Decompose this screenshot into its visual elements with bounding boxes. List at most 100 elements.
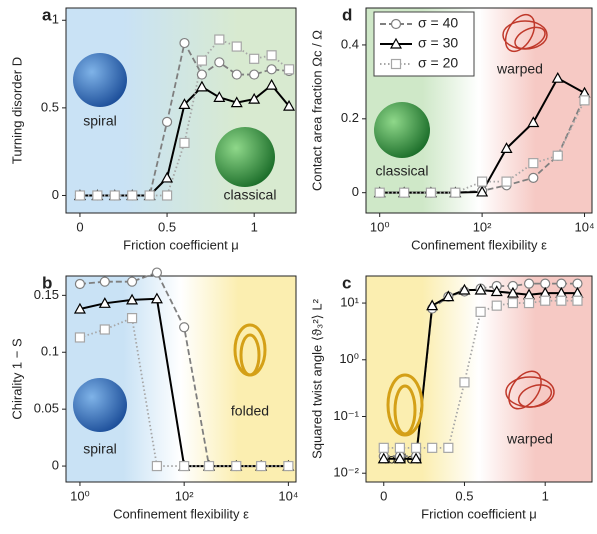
marker [284,462,293,471]
legend-label: σ = 20 [418,55,458,71]
marker [573,279,582,288]
classical-sphere [374,102,430,158]
marker [557,296,566,305]
marker [75,279,84,288]
annotation: folded [231,403,269,419]
panel-label: b [42,273,52,292]
y-axis-label: Squared twist angle ⟨ϑ₃²⟩ L² [309,298,324,459]
marker [508,299,517,308]
marker [232,42,241,51]
marker [541,279,550,288]
y-axis-label: Contact area fraction Ωc / Ω [309,30,324,191]
marker [502,177,511,186]
annotation: classical [224,187,277,203]
marker [573,296,582,305]
figure: 0 0.5 1 0 0.5 1 Friction coefficient μ Turning … [0,0,597,529]
marker [180,462,189,471]
x-axis-label: Friction coefficient μ [421,506,537,521]
marker [100,325,109,334]
marker [93,191,102,200]
annotation: warped [496,61,543,77]
marker [215,35,224,44]
marker [100,277,109,286]
marker [110,191,119,200]
marker [478,177,487,186]
marker [75,333,84,342]
marker [444,443,453,452]
marker [205,462,214,471]
marker [412,443,421,452]
y-tick-label: 10¹ [340,294,359,309]
marker [492,301,501,310]
marker [428,443,437,452]
x-tick-label: 10⁰ [70,488,90,503]
marker [426,188,435,197]
y-axis-label: Chirality 1 − S [9,338,24,420]
marker [451,188,460,197]
y-axis-label: Turning disorder D [9,57,24,164]
legend-marker [392,60,401,69]
x-tick-label: 0.5 [455,488,473,503]
y-tick-label: 0.5 [41,99,59,114]
marker [128,191,137,200]
x-tick-label: 10⁰ [370,219,390,234]
legend-marker [392,20,401,29]
x-tick-label: 10⁴ [278,488,298,503]
annotation: spiral [83,113,116,129]
marker [267,51,276,60]
legend-label: σ = 40 [418,15,458,31]
y-tick-label: 0 [52,458,59,473]
x-axis-label: Confinement flexibility ε [113,506,249,521]
y-tick-label: 1 [52,12,59,27]
x-tick-label: 0.5 [158,219,176,234]
marker [163,117,172,126]
marker [557,279,566,288]
y-tick-label: 0.4 [341,36,359,51]
x-tick-label: 10⁴ [574,219,594,234]
y-tick-label: 0 [352,184,359,199]
plot-background [66,8,296,213]
marker [250,54,259,63]
marker [257,462,266,471]
x-tick-label: 0 [380,488,387,503]
marker [379,443,388,452]
x-tick-label: 0 [76,219,83,234]
annotation: warped [506,431,553,447]
marker [553,151,562,160]
x-axis-label: Friction coefficient μ [123,237,239,252]
y-tick-label: 0.05 [34,401,59,416]
x-tick-label: 1 [542,488,549,503]
marker [197,70,206,79]
marker [215,58,224,67]
x-axis-label: Confinement flexibility ε [411,237,547,252]
marker [525,279,534,288]
marker [529,159,538,168]
legend-label: σ = 30 [418,35,458,51]
marker [75,191,84,200]
marker [232,70,241,79]
marker [180,39,189,48]
marker [180,138,189,147]
marker [525,299,534,308]
y-tick-label: 10⁻² [333,465,359,480]
annotation: classical [376,163,429,179]
y-tick-label: 0 [52,187,59,202]
x-tick-label: 10² [175,488,194,503]
marker [250,70,259,79]
marker [145,191,154,200]
marker [232,462,241,471]
x-tick-label: 10² [473,219,492,234]
panel-label: c [342,273,351,292]
marker [529,173,538,182]
y-tick-label: 10⁰ [339,351,359,366]
marker [128,314,137,323]
marker [460,378,469,387]
marker [285,65,294,74]
marker [152,462,161,471]
marker [197,56,206,65]
x-tick-label: 1 [251,219,258,234]
spiral-sphere [73,53,127,107]
annotation: spiral [83,441,116,457]
panel-label: d [342,5,352,24]
marker [400,188,409,197]
